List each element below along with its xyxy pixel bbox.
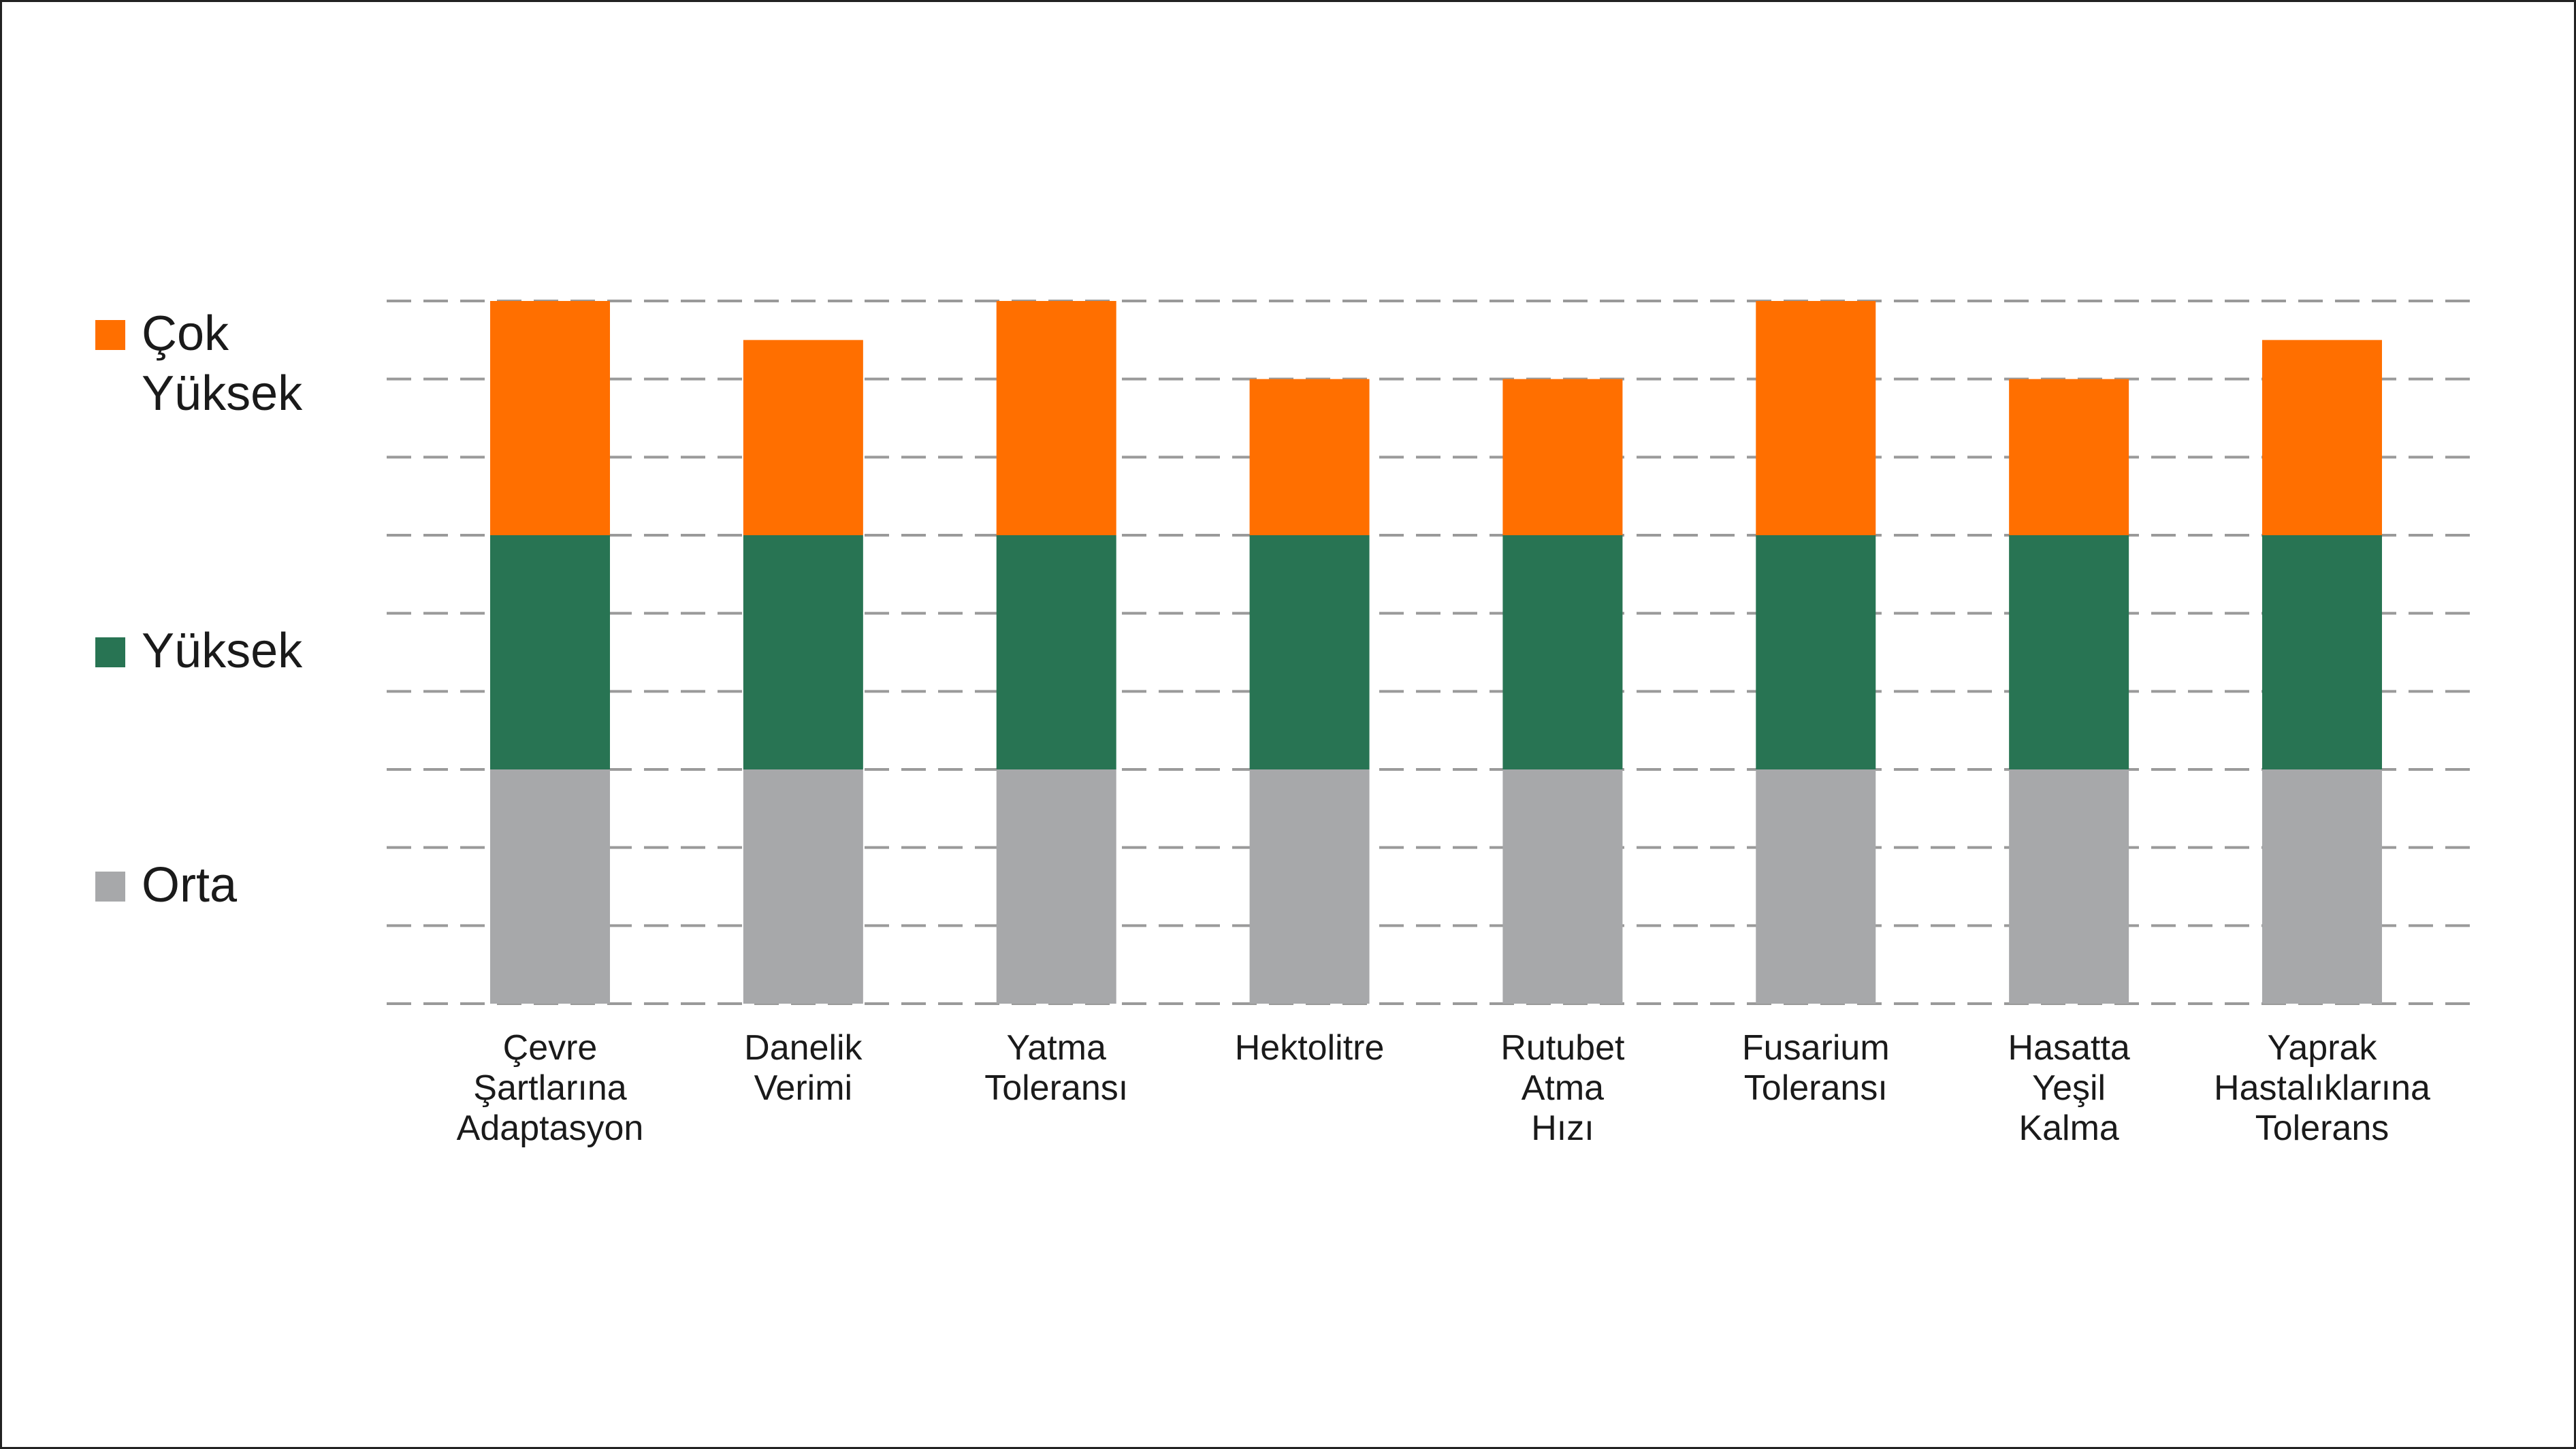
legend: Çok Yüksek Yüksek Orta [95,0,368,1021]
bar-segment-orta [2009,769,2129,1004]
category-label: Hasatta Yeşil Kalma [2008,1028,2130,1148]
category-label: Rutubet Atma Hızı [1500,1028,1625,1148]
bar-segment-orta [996,769,1116,1004]
legend-swatch-orta [95,872,125,902]
category-label: Hektolitre [1235,1028,1385,1068]
bar-segment-yuksek [490,535,610,769]
legend-item-orta: Orta [95,858,237,915]
legend-label-yuksek: Yüksek [142,624,303,678]
legend-label-cok-yuksek: Çok Yüksek [142,306,303,421]
bar-segment-orta [743,769,863,1004]
bar-segment-orta [1756,769,1876,1004]
bar-segment-yuksek [1756,535,1876,769]
bar-segment-cok-yuksek [1502,379,1623,535]
bar-segment-cok-yuksek [2009,379,2129,535]
legend-label-orta: Orta [142,858,238,912]
bar-segment-cok-yuksek [1249,379,1370,535]
bar-segment-orta [2262,769,2382,1004]
bar-segment-yuksek [1502,535,1623,769]
category-label: Yatma Toleransı [984,1028,1128,1108]
bar-segment-orta [490,769,610,1004]
bar-segment-orta [1249,769,1370,1004]
bars [490,301,2382,1004]
gridlines [387,300,2479,1005]
legend-swatch-yuksek [95,637,125,667]
category-label: Yaprak Hastalıklarına Tolerans [2214,1028,2430,1148]
bar-segment-cok-yuksek [743,340,863,535]
bar-segment-yuksek [1249,535,1370,769]
category-label: Danelik Verimi [744,1028,863,1108]
bar-segment-yuksek [2262,535,2382,769]
bar-segment-yuksek [996,535,1116,769]
bar-segment-orta [1502,769,1623,1004]
legend-swatch-cok-yuksek [95,320,125,350]
legend-item-yuksek: Yüksek [95,624,302,681]
bar-segment-cok-yuksek [490,301,610,535]
bar-segment-cok-yuksek [1756,301,1876,535]
bar-segment-cok-yuksek [2262,340,2382,535]
category-labels: Çevre Şartlarına Adaptasyon Danelik Verimi Ya… [457,1028,2430,1148]
legend-item-cok-yuksek: Çok Yüksek [95,306,366,424]
bar-segment-cok-yuksek [996,301,1116,535]
category-label: Fusarium Toleransı [1742,1028,1890,1108]
bar-segment-yuksek [2009,535,2129,769]
category-label: Çevre Şartlarına Adaptasyon [457,1028,644,1148]
bar-segment-yuksek [743,535,863,769]
